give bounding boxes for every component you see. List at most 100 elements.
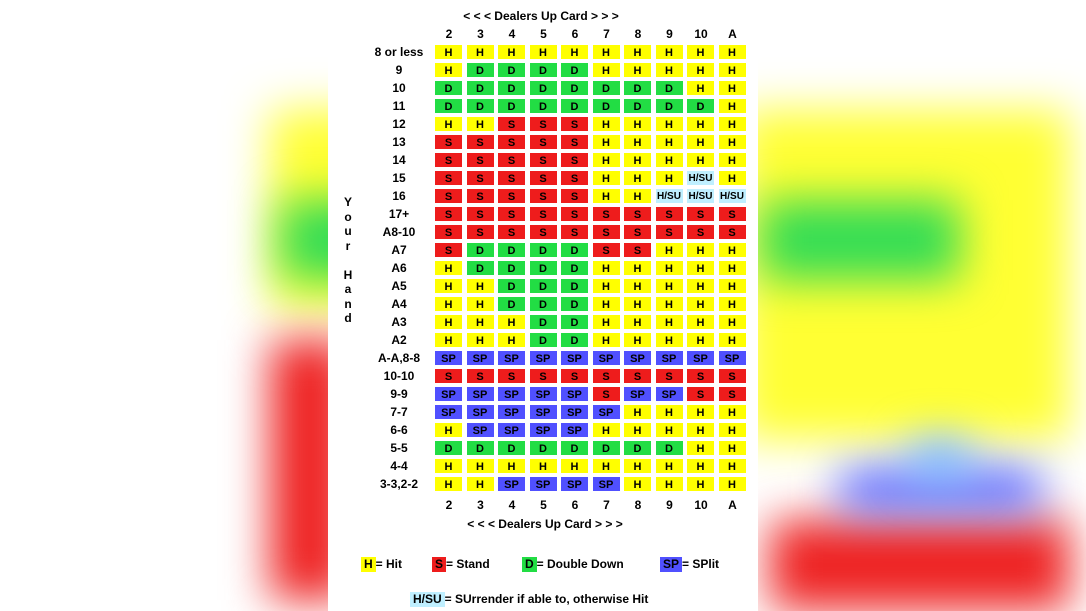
strategy-cell: H/SU [654,188,684,204]
legend-hit-text: = Hit [375,557,403,571]
strategy-cell: H [686,80,715,96]
strategy-cell: H [686,44,715,60]
strategy-cell: S [528,206,558,222]
row-label: 9 [395,63,403,77]
strategy-cell: H [434,260,463,276]
strategy-cell: H [497,314,526,330]
dealer-card-bottom: 6 [571,498,579,512]
strategy-cell: SP [434,350,463,366]
legend-split: SP = SPlit [660,555,719,573]
strategy-cell: SP [686,350,715,366]
strategy-cell: H [717,152,747,168]
strategy-cell: SP [591,350,621,366]
strategy-cell: SP [465,350,495,366]
legend-surrender-box: H/SU [410,592,445,607]
strategy-cell: H [654,404,684,420]
strategy-cell: S [497,116,526,132]
strategy-cell: S [434,188,463,204]
strategy-cell: D [560,440,589,456]
strategy-cell: H [686,440,715,456]
strategy-cell: D [528,296,558,312]
strategy-cell: H [434,62,463,78]
strategy-cell: H [465,314,495,330]
strategy-cell: D [654,440,684,456]
strategy-cell: D [465,440,495,456]
strategy-cell: H [686,404,715,420]
strategy-cell: S [434,224,463,240]
row-label: 14 [392,153,406,167]
strategy-cell: S [465,224,495,240]
strategy-cell: H [591,152,621,168]
strategy-cell: D [528,80,558,96]
strategy-cell: H/SU [686,170,715,186]
strategy-cell: H [686,134,715,150]
row-label: 3-3,2-2 [379,477,419,491]
strategy-cell: S [528,152,558,168]
strategy-cell: D [528,242,558,258]
strategy-cell: D [560,332,589,348]
row-label: A4 [391,297,407,311]
strategy-cell: H [717,134,747,150]
strategy-cell: H [623,152,652,168]
header-bottom: < < < Dealers Up Card > > > [467,517,623,531]
strategy-cell: SP [560,422,589,438]
strategy-cell: H [623,314,652,330]
legend-stand-box: S [432,557,447,572]
strategy-cell: H [717,476,747,492]
strategy-cell: H [497,332,526,348]
row-label: A6 [391,261,407,275]
strategy-cell: D [528,314,558,330]
strategy-cell: H [717,458,747,474]
strategy-cell: D [560,80,589,96]
strategy-cell: D [528,332,558,348]
strategy-cell: H [591,188,621,204]
strategy-cell: D [434,80,463,96]
strategy-cell: SP [465,386,495,402]
strategy-cell: H [434,314,463,330]
strategy-cell: D [528,440,558,456]
legend-surrender: H/SU = SUrrender if able to, otherwise Hi… [410,590,648,608]
strategy-cell: S [465,152,495,168]
strategy-cell: D [528,260,558,276]
strategy-cell: D [560,98,589,114]
strategy-cell: D [623,98,652,114]
strategy-cell: H/SU [717,188,747,204]
strategy-cell: D [560,62,589,78]
strategy-cell: H [623,476,652,492]
strategy-cell: H [654,458,684,474]
legend-split-box: SP [660,557,683,572]
side-label-char: a [344,282,352,296]
strategy-cell: SP [434,404,463,420]
strategy-cell: H [434,332,463,348]
strategy-cell: D [497,440,526,456]
strategy-cell: SP [560,476,589,492]
strategy-cell: S [497,152,526,168]
strategy-cell: SP [497,386,526,402]
strategy-cell: H [654,314,684,330]
dealer-card-top: 4 [508,27,516,41]
strategy-cell: H [465,278,495,294]
strategy-cell: S [560,188,589,204]
strategy-cell: H [686,116,715,132]
strategy-cell: H [591,422,621,438]
strategy-cell: D [528,98,558,114]
strategy-cell: H [686,332,715,348]
strategy-cell: D [465,260,495,276]
strategy-cell: H [591,260,621,276]
dealer-card-top: 10 [694,27,708,41]
strategy-cell: S [623,242,652,258]
strategy-cell: SP [528,386,558,402]
legend-hit-box: H [361,557,376,572]
side-label-char: o [344,209,352,224]
strategy-cell: S [497,206,526,222]
strategy-cell: SP [497,422,526,438]
strategy-cell: H [686,296,715,312]
strategy-cell: H [623,170,652,186]
strategy-cell: SP [591,476,621,492]
strategy-cell: D [497,260,526,276]
strategy-cell: D [465,80,495,96]
row-label: 7-7 [390,405,408,419]
dealer-card-top: 5 [540,27,547,41]
strategy-cell: H [717,278,747,294]
strategy-cell: H [465,458,495,474]
